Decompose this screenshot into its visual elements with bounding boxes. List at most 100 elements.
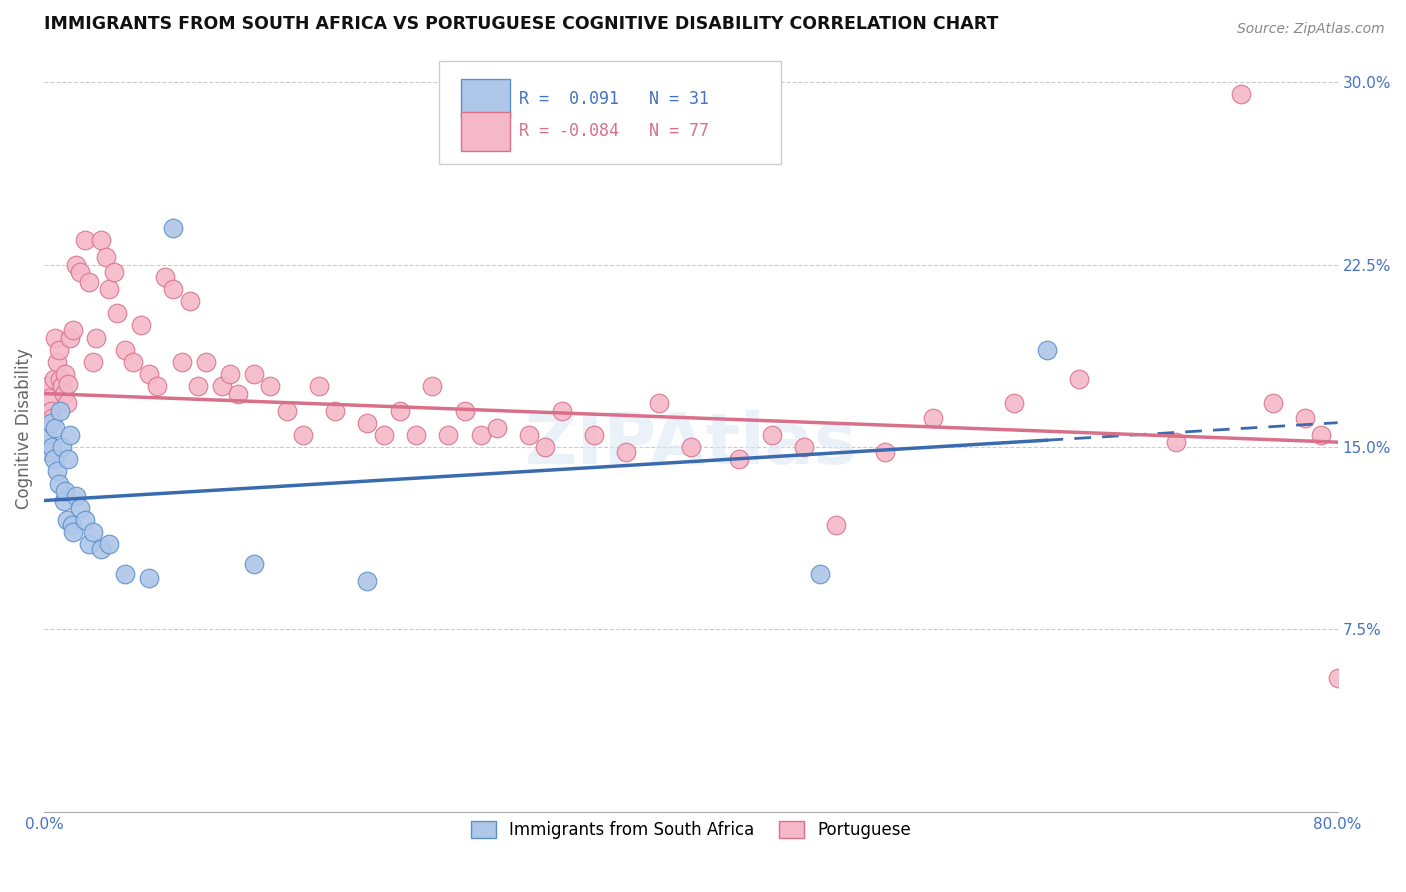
Point [308,379,330,393]
Point [825,517,848,532]
Point [453,403,475,417]
Point [155,269,177,284]
Point [534,440,557,454]
Point [922,410,945,425]
Point [405,428,427,442]
Point [52,386,75,401]
Point [1261,396,1284,410]
Point [79,275,101,289]
Text: Source: ZipAtlas.com: Source: ZipAtlas.com [1237,22,1385,37]
Point [65,258,87,272]
Point [138,367,160,381]
Point [291,428,314,442]
Point [114,343,136,357]
Point [46,355,69,369]
Point [761,428,783,442]
Point [679,440,702,454]
Point [55,396,77,410]
Point [162,282,184,296]
Point [1294,410,1316,425]
Point [122,355,145,369]
Point [138,571,160,585]
Point [55,513,77,527]
Point [1229,87,1251,102]
Text: R =  0.091   N = 31: R = 0.091 N = 31 [519,89,709,108]
Point [44,420,66,434]
Point [51,379,73,393]
Point [62,323,84,337]
Point [1326,671,1348,685]
Point [470,428,492,442]
Point [170,355,193,369]
Point [243,557,266,571]
Point [59,330,82,344]
Text: IMMIGRANTS FROM SOUTH AFRICA VS PORTUGUESE COGNITIVE DISABILITY CORRELATION CHAR: IMMIGRANTS FROM SOUTH AFRICA VS PORTUGUE… [44,15,998,33]
Point [94,250,117,264]
Point [873,445,896,459]
Point [219,367,242,381]
Point [90,542,112,557]
Point [187,379,209,393]
Point [276,403,298,417]
Point [243,367,266,381]
Point [53,367,76,381]
Point [37,379,59,393]
FancyBboxPatch shape [439,61,782,164]
Point [82,525,104,540]
Point [146,379,169,393]
Point [46,464,69,478]
FancyBboxPatch shape [461,112,510,152]
Point [211,379,233,393]
Point [41,440,63,454]
Point [97,282,120,296]
Point [69,265,91,279]
Point [53,483,76,498]
Point [59,428,82,442]
Point [1035,343,1057,357]
Text: R = -0.084   N = 77: R = -0.084 N = 77 [519,122,709,140]
Point [793,440,815,454]
Point [1310,428,1333,442]
Legend: Immigrants from South Africa, Portuguese: Immigrants from South Africa, Portuguese [464,814,918,846]
Point [44,330,66,344]
Point [41,410,63,425]
FancyBboxPatch shape [461,78,510,119]
Point [105,306,128,320]
Point [162,221,184,235]
Point [103,265,125,279]
Point [84,330,107,344]
Point [65,489,87,503]
Point [69,500,91,515]
Point [356,416,378,430]
Point [259,379,281,393]
Point [60,517,83,532]
Point [323,403,346,417]
Point [52,493,75,508]
Point [388,403,411,417]
Point [79,537,101,551]
Point [58,452,80,467]
Point [728,452,751,467]
Point [420,379,443,393]
Point [356,574,378,588]
Point [1002,396,1025,410]
Point [194,355,217,369]
Point [517,428,540,442]
Point [808,566,831,581]
Point [373,428,395,442]
Point [550,403,572,417]
Point [37,428,59,442]
Point [38,392,60,406]
Point [42,372,65,386]
Point [51,440,73,454]
Point [1067,372,1090,386]
Point [62,525,84,540]
Point [49,403,72,417]
Text: ZIPAtlas: ZIPAtlas [524,409,858,479]
Point [48,476,70,491]
Point [614,445,637,459]
Point [437,428,460,442]
Point [73,513,96,527]
Point [129,318,152,333]
Point [1164,435,1187,450]
